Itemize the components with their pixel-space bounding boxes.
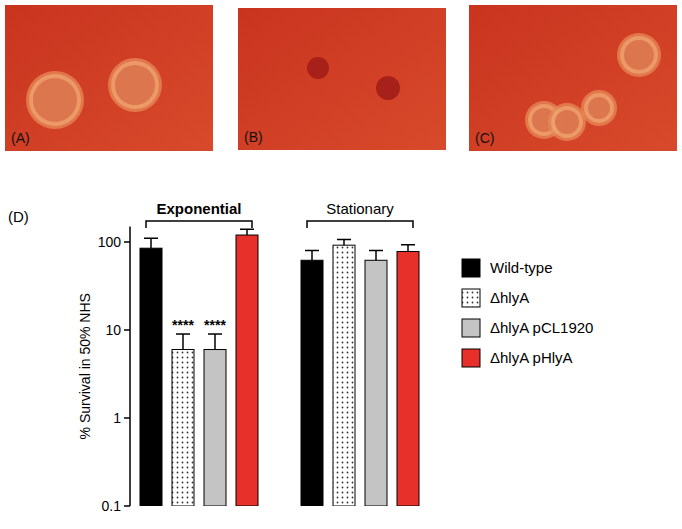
y-tick bbox=[124, 505, 130, 507]
error-cap bbox=[176, 333, 190, 335]
colony bbox=[33, 78, 77, 122]
panel-label: (B) bbox=[244, 129, 263, 145]
colony bbox=[555, 110, 579, 134]
photo: (C) bbox=[469, 5, 677, 151]
legend-label: ΔhlyA pHlyA bbox=[490, 349, 573, 366]
colony bbox=[624, 40, 654, 70]
error-cap bbox=[337, 239, 351, 241]
error-stem bbox=[343, 239, 345, 245]
colony bbox=[307, 57, 329, 79]
bar bbox=[172, 350, 194, 506]
error-cap bbox=[401, 244, 415, 246]
error-bar bbox=[305, 251, 319, 261]
agar-plate bbox=[5, 5, 213, 151]
hemolysis-halo bbox=[620, 36, 658, 74]
hemolysis-halo bbox=[617, 33, 661, 77]
hemolysis-halo bbox=[548, 103, 586, 141]
error-stem bbox=[182, 334, 184, 349]
category-bracket bbox=[146, 221, 252, 228]
x-tick-label: Exponential bbox=[156, 200, 241, 217]
x-tick-label: Stationary bbox=[326, 200, 394, 217]
annotation: **** bbox=[172, 317, 194, 333]
bar bbox=[204, 350, 226, 506]
legend-swatch bbox=[462, 319, 480, 337]
bar bbox=[301, 260, 323, 506]
error-bar bbox=[240, 229, 254, 235]
error-bar bbox=[369, 251, 383, 261]
y-tick-label: 10 bbox=[105, 322, 121, 338]
error-cap bbox=[305, 250, 319, 252]
photo: (B) bbox=[238, 8, 446, 150]
legend-swatch bbox=[462, 259, 480, 277]
hemolysis-halo bbox=[111, 61, 159, 109]
error-stem bbox=[375, 251, 377, 261]
error-stem bbox=[150, 238, 152, 248]
y-tick bbox=[124, 241, 130, 243]
plot-marks bbox=[140, 229, 419, 506]
error-stem bbox=[311, 251, 313, 261]
error-bar bbox=[337, 239, 351, 245]
hemolysis-halo bbox=[29, 74, 81, 126]
panel-label: (D) bbox=[8, 208, 29, 225]
colony bbox=[115, 65, 155, 105]
bar bbox=[397, 251, 419, 506]
legend-swatch bbox=[462, 289, 480, 307]
photo: (A) bbox=[5, 5, 213, 151]
y-tick-label: 0.1 bbox=[102, 498, 122, 514]
colony bbox=[588, 97, 610, 119]
bar bbox=[333, 245, 355, 506]
legend-label: Wild-type bbox=[490, 259, 553, 276]
y-axis-title: % Survival in 50% NHS bbox=[77, 293, 93, 439]
agar-plate bbox=[238, 8, 446, 150]
y-tick-label: 1 bbox=[113, 410, 121, 426]
error-bar bbox=[208, 334, 222, 349]
y-tick bbox=[124, 417, 130, 419]
error-cap bbox=[144, 238, 158, 240]
hemolysis-halo bbox=[108, 58, 162, 112]
bar bbox=[365, 260, 387, 506]
panel-label: (C) bbox=[475, 130, 494, 146]
hemolysis-halo bbox=[26, 71, 84, 129]
error-bar bbox=[401, 245, 415, 252]
category-bracket bbox=[307, 221, 413, 228]
hemolysis-halo bbox=[584, 93, 614, 123]
y-tick bbox=[124, 329, 130, 331]
error-cap bbox=[208, 333, 222, 335]
legend-swatch bbox=[462, 349, 480, 367]
y-axis bbox=[129, 227, 131, 507]
y-tick-label: 100 bbox=[98, 234, 122, 250]
error-stem bbox=[214, 334, 216, 349]
legend-label: ΔhlyA bbox=[490, 289, 529, 306]
error-bar bbox=[144, 238, 158, 248]
bar bbox=[236, 235, 258, 506]
error-stem bbox=[246, 229, 248, 235]
error-cap bbox=[369, 250, 383, 252]
error-stem bbox=[407, 245, 409, 252]
agar-plate bbox=[469, 5, 677, 151]
colony bbox=[376, 76, 400, 100]
annotation: **** bbox=[204, 317, 226, 333]
panel-label: (A) bbox=[11, 130, 30, 146]
bar bbox=[140, 248, 162, 506]
error-cap bbox=[240, 228, 254, 230]
legend-label: ΔhlyA pCL1920 bbox=[490, 319, 593, 336]
hemolysis-halo bbox=[551, 106, 583, 138]
hemolysis-halo bbox=[581, 90, 617, 126]
error-bar bbox=[176, 334, 190, 349]
